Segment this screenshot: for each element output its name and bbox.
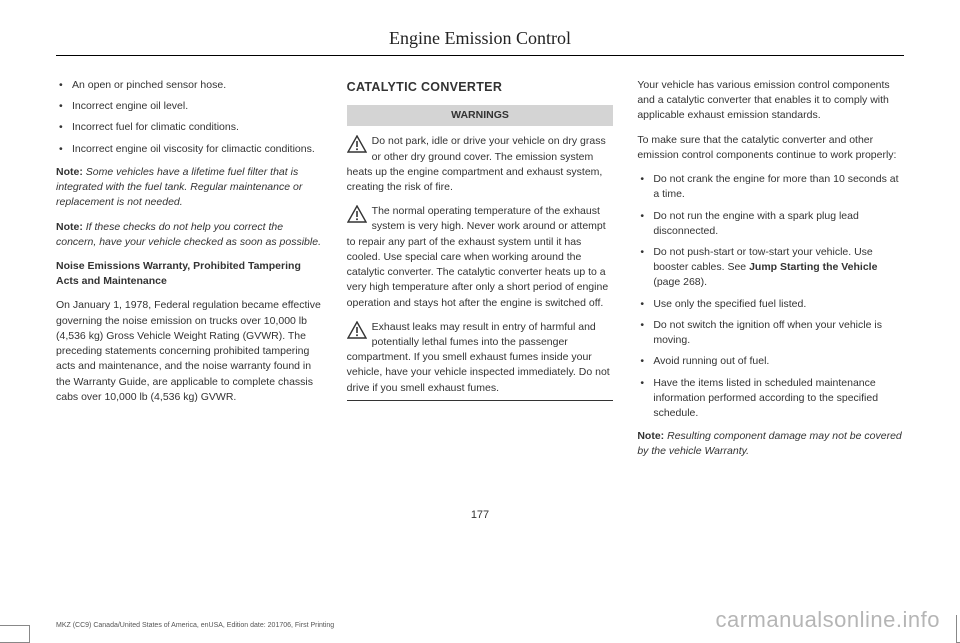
list-item: Incorrect engine oil level. [56, 99, 323, 114]
column-3: Your vehicle has various emission contro… [637, 78, 904, 469]
warnings-bar: WARNINGS [347, 105, 614, 126]
column-2: CATALYTIC CONVERTER WARNINGS Do not park… [347, 78, 614, 469]
note-label: Note: [56, 166, 83, 178]
note-2: Note: If these checks do not help you co… [56, 220, 323, 250]
title-divider [56, 55, 904, 56]
catalytic-heading: CATALYTIC CONVERTER [347, 78, 614, 96]
warning-icon [347, 135, 367, 153]
note-text: Some vehicles have a lifetime fuel filte… [56, 166, 302, 208]
col3-intro: Your vehicle has various emission contro… [637, 78, 904, 124]
list-item: Do not run the engine with a spark plug … [637, 209, 904, 239]
list-item: Incorrect fuel for climatic conditions. [56, 120, 323, 135]
warning-2: The normal operating temperature of the … [347, 204, 614, 311]
note-label: Note: [56, 221, 83, 233]
crop-mark-left [0, 625, 30, 643]
chapter-title: Engine Emission Control [56, 28, 904, 55]
warning-1: Do not park, idle or drive your vehicle … [347, 134, 614, 195]
col3-note: Note: Resulting component damage may not… [637, 429, 904, 459]
col1-body: On January 1, 1978, Federal regulation b… [56, 298, 323, 405]
list-item: Do not crank the engine for more than 10… [637, 172, 904, 202]
warning-text: Exhaust leaks may result in entry of har… [347, 321, 610, 394]
col1-bullets: An open or pinched sensor hose. Incorrec… [56, 78, 323, 157]
note-label: Note: [637, 430, 664, 442]
warning-text: The normal operating temperature of the … [347, 205, 609, 308]
col1-subheading: Noise Emissions Warranty, Prohibited Tam… [56, 259, 323, 289]
list-item: Incorrect engine oil viscosity for clima… [56, 142, 323, 157]
list-item: Have the items listed in scheduled maint… [637, 376, 904, 422]
list-item: Avoid running out of fuel. [637, 354, 904, 369]
footer-edition: MKZ (CC9) Canada/United States of Americ… [56, 622, 334, 629]
warning-icon [347, 321, 367, 339]
list-item: Do not switch the ignition off when your… [637, 318, 904, 348]
col3-bullets: Do not crank the engine for more than 10… [637, 172, 904, 421]
note-text: Resulting component damage may not be co… [637, 430, 901, 457]
column-1: An open or pinched sensor hose. Incorrec… [56, 78, 323, 469]
col3-lead: To make sure that the catalytic converte… [637, 133, 904, 163]
note-1: Note: Some vehicles have a lifetime fuel… [56, 165, 323, 211]
content-columns: An open or pinched sensor hose. Incorrec… [56, 78, 904, 469]
warnings-end-rule [347, 400, 614, 401]
list-item: Do not push-start or tow-start your vehi… [637, 245, 904, 291]
page-number: 177 [56, 509, 904, 521]
warning-text: Do not park, idle or drive your vehicle … [347, 135, 606, 193]
crop-mark-right [956, 615, 960, 643]
warning-3: Exhaust leaks may result in entry of har… [347, 320, 614, 396]
bullet-text: (page 268). [653, 276, 707, 288]
watermark: carmanualsonline.info [715, 607, 940, 633]
jump-start-ref: Jump Starting the Vehicle [749, 261, 877, 273]
note-text: If these checks do not help you correct … [56, 221, 321, 248]
warning-icon [347, 205, 367, 223]
list-item: Use only the specified fuel listed. [637, 297, 904, 312]
list-item: An open or pinched sensor hose. [56, 78, 323, 93]
